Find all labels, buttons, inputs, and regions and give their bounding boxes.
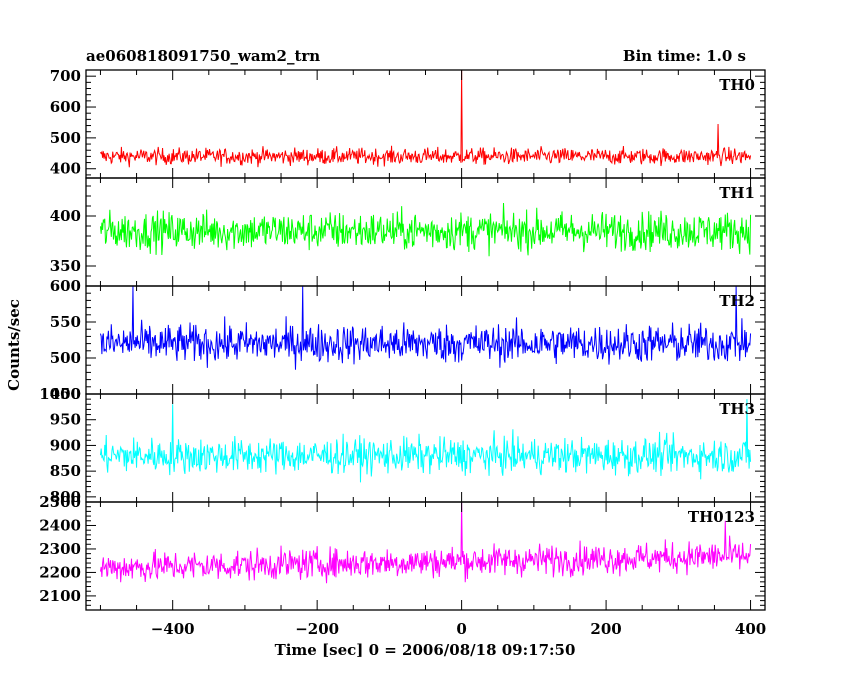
y-tick-label: 450: [50, 385, 81, 403]
chart-title: ae060818091750_wam2_trn: [86, 47, 320, 65]
series-th0123: [99, 502, 752, 584]
y-tick-label: 700: [50, 67, 81, 85]
bin-time-label: Bin time: 1.0 s: [623, 47, 746, 65]
series-th0: [100, 70, 752, 168]
panel-label: TH0: [719, 76, 755, 94]
y-tick-label: 2400: [39, 516, 81, 534]
y-tick-label: 350: [50, 257, 81, 275]
y-tick-label: 500: [50, 129, 81, 147]
y-tick-label: 800: [50, 488, 81, 506]
y-tick-label: 600: [50, 277, 81, 295]
x-tick-label: 400: [735, 620, 766, 638]
panel-label: TH1: [719, 184, 755, 202]
y-tick-label: 2500: [39, 493, 81, 511]
panel-frame: [85, 285, 766, 395]
series-th1: [99, 203, 752, 257]
panel-th2: 450 500 550 600 TH2: [50, 277, 766, 403]
panels-group: 400 500 600 700 TH0 350 400 TH1 450 500 550 600 TH2 8…: [39, 67, 766, 638]
panel-label: TH2: [719, 292, 755, 310]
x-tick-label: 0: [456, 620, 466, 638]
y-tick-label: 950: [50, 411, 81, 429]
y-tick-label: 2300: [39, 540, 81, 558]
y-tick-label: 550: [50, 313, 81, 331]
series-th2: [99, 286, 752, 370]
y-axis-label: Counts/sec: [5, 299, 23, 391]
y-tick-label: 400: [50, 160, 81, 178]
y-tick-label: 2200: [39, 563, 81, 581]
y-tick-label: 850: [50, 462, 81, 480]
y-tick-label: 2100: [39, 587, 81, 605]
series-th3: [99, 399, 752, 483]
panel-th3: 800 850 900 950 1000 TH3: [39, 385, 766, 506]
panel-label: TH0123: [688, 508, 755, 526]
x-tick-label: −400: [151, 620, 195, 638]
x-tick-label: 200: [590, 620, 621, 638]
y-tick-label: 1000: [39, 385, 81, 403]
panel-label: TH3: [719, 400, 755, 418]
y-tick-label: 400: [50, 207, 81, 225]
x-axis-label: Time [sec] 0 = 2006/08/18 09:17:50: [275, 641, 576, 659]
y-tick-label: 900: [50, 436, 81, 454]
x-tick-label: −200: [295, 620, 339, 638]
y-tick-label: 500: [50, 349, 81, 367]
panel-th0123: 2100 2200 2300 2400 2500 TH0123: [39, 493, 766, 611]
panel-th0: 400 500 600 700 TH0: [50, 67, 766, 179]
y-tick-label: 600: [50, 98, 81, 116]
panel-th1: 350 400 TH1: [50, 177, 766, 287]
